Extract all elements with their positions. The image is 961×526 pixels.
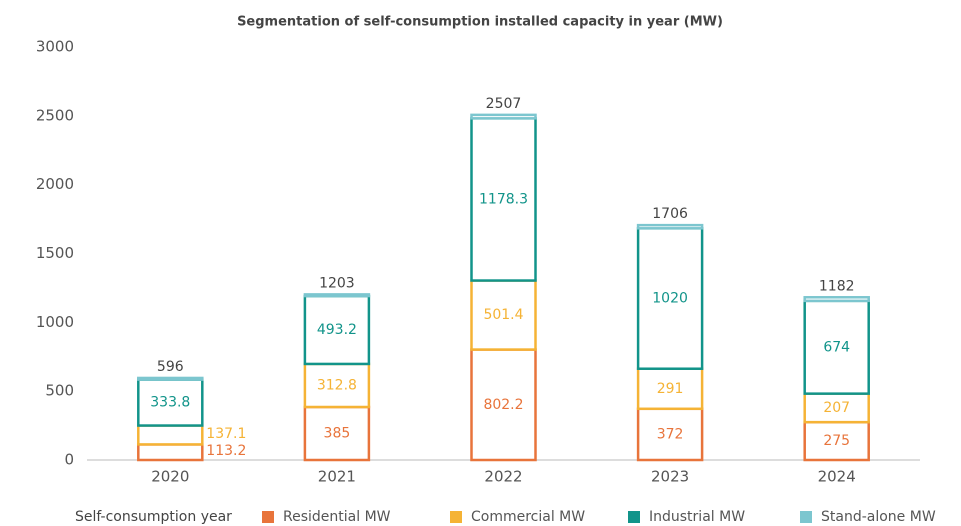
y-tick-label: 2500 — [36, 106, 74, 124]
legend-label: Stand-alone MW — [821, 509, 936, 525]
value-label: 1020 — [652, 291, 688, 307]
legend-title: Self-consumption year — [75, 509, 232, 525]
x-tick-label: 2021 — [318, 468, 356, 486]
total-label: 596 — [157, 359, 184, 375]
legend-label: Residential MW — [283, 509, 391, 525]
bar-segment — [470, 279, 537, 351]
bar-segment — [137, 443, 204, 462]
bar-segment — [303, 405, 371, 462]
legend-swatch — [628, 511, 640, 523]
x-tick-label: 2024 — [818, 468, 856, 486]
chart-title: Segmentation of self-consumption install… — [237, 15, 723, 30]
bar-segment — [636, 227, 704, 370]
value-label: 802.2 — [483, 397, 523, 413]
value-label: 113.2 — [206, 443, 246, 459]
bar-segment — [803, 296, 870, 303]
bar-segment — [803, 420, 870, 462]
bar-segment — [303, 293, 371, 298]
bar-segment — [636, 407, 704, 462]
legend-swatch — [800, 511, 812, 523]
x-tick-label: 2023 — [651, 468, 689, 486]
value-label: 137.1 — [206, 426, 246, 442]
total-label: 2507 — [486, 96, 522, 112]
y-tick-label: 2000 — [36, 175, 74, 193]
value-label: 291 — [657, 381, 684, 397]
x-tick-label: 2022 — [484, 468, 522, 486]
y-tick-label: 1500 — [36, 244, 74, 262]
value-label: 372 — [657, 426, 684, 442]
value-label: 312.8 — [317, 377, 357, 393]
bar-segment — [470, 348, 537, 462]
total-label: 1203 — [319, 275, 355, 291]
value-label: 493.2 — [317, 322, 357, 338]
bar-segment — [636, 367, 704, 411]
value-label: 1178.3 — [479, 191, 528, 207]
value-label: 501.4 — [483, 307, 523, 323]
bar-segment — [303, 294, 371, 366]
bar-segment — [137, 376, 204, 381]
value-label: 333.8 — [150, 395, 190, 411]
bar-segment — [803, 299, 870, 395]
legend-swatch — [450, 511, 462, 523]
bar-segment — [470, 113, 537, 120]
bar-segment — [470, 117, 537, 282]
legend-label: Industrial MW — [649, 509, 745, 525]
legend-swatch — [262, 511, 274, 523]
y-tick-label: 3000 — [36, 38, 74, 56]
x-tick-label: 2020 — [151, 468, 189, 486]
total-label: 1182 — [819, 278, 855, 294]
value-label: 385 — [324, 425, 351, 441]
bar-segment — [803, 392, 870, 424]
y-tick-label: 1000 — [36, 313, 74, 331]
value-label: 674 — [823, 339, 850, 355]
bar-segment — [137, 424, 204, 446]
total-label: 1706 — [652, 206, 688, 222]
y-tick-label: 500 — [45, 382, 74, 400]
value-label: 275 — [823, 433, 850, 449]
legend-label: Commercial MW — [471, 509, 585, 525]
bar-segment — [137, 378, 204, 427]
bar-segment — [636, 223, 704, 230]
value-label: 207 — [823, 400, 850, 416]
y-tick-label: 0 — [64, 451, 74, 469]
